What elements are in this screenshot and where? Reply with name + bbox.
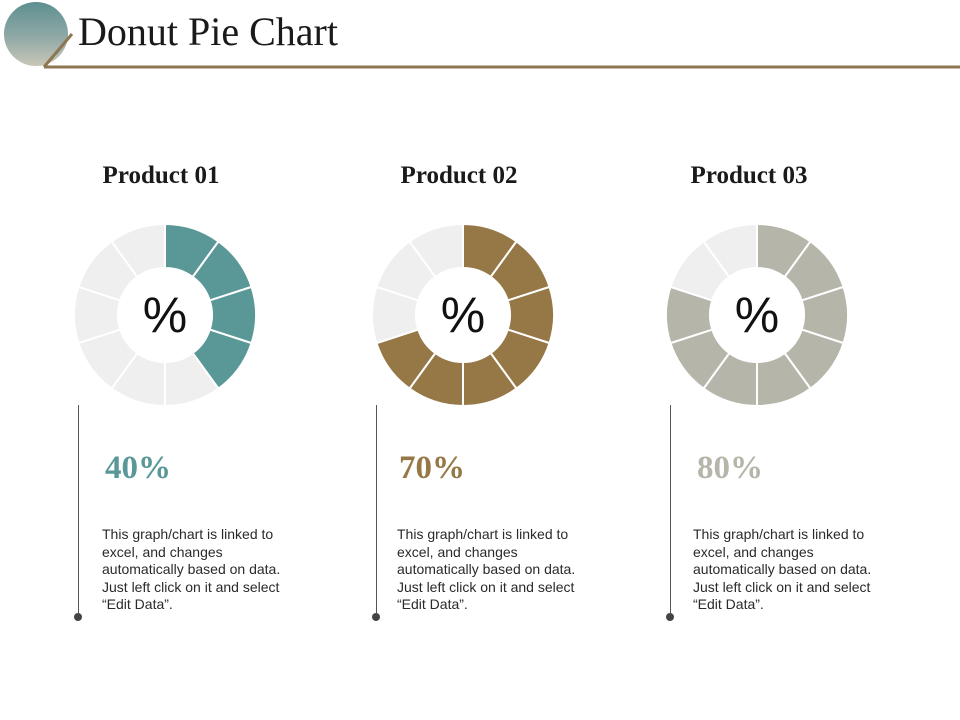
line-dot [666, 613, 674, 621]
percent-value: 40% [105, 450, 171, 486]
description-text: This graph/chart is linked to excel, and… [693, 526, 872, 613]
product-title: Product 03 [690, 162, 808, 189]
line-dot [74, 613, 82, 621]
donut-segment-empty[interactable] [408, 222, 464, 279]
vertical-line [78, 405, 79, 614]
donut-chart[interactable]: % [70, 220, 260, 410]
description-text: This graph/chart is linked to excel, and… [397, 526, 576, 613]
donut-chart[interactable]: % [368, 220, 558, 410]
donut-center-label: % [441, 287, 485, 343]
header-circle-decoration [4, 2, 68, 66]
product-title: Product 02 [400, 162, 518, 189]
vertical-line [376, 405, 377, 614]
product-02-panel: Product 02 % 70% This graph/chart is lin… [363, 150, 663, 630]
donut-segment-empty[interactable] [110, 222, 166, 279]
percent-value: 80% [697, 450, 763, 486]
percent-value: 70% [399, 450, 465, 486]
product-title: Product 01 [102, 162, 220, 189]
vertical-line [670, 405, 671, 614]
product-03-panel: Product 03 % 80% This graph/chart is lin… [657, 150, 957, 630]
description-text: This graph/chart is linked to excel, and… [102, 526, 281, 613]
line-dot [372, 613, 380, 621]
donut-chart[interactable]: % [662, 220, 852, 410]
page-title: Donut Pie Chart [78, 9, 338, 54]
donut-center-label: % [143, 287, 187, 343]
product-01-panel: Product 01 % 40% This graph/chart is lin… [65, 150, 365, 630]
donut-segment-empty[interactable] [702, 222, 758, 279]
donut-center-label: % [735, 287, 779, 343]
